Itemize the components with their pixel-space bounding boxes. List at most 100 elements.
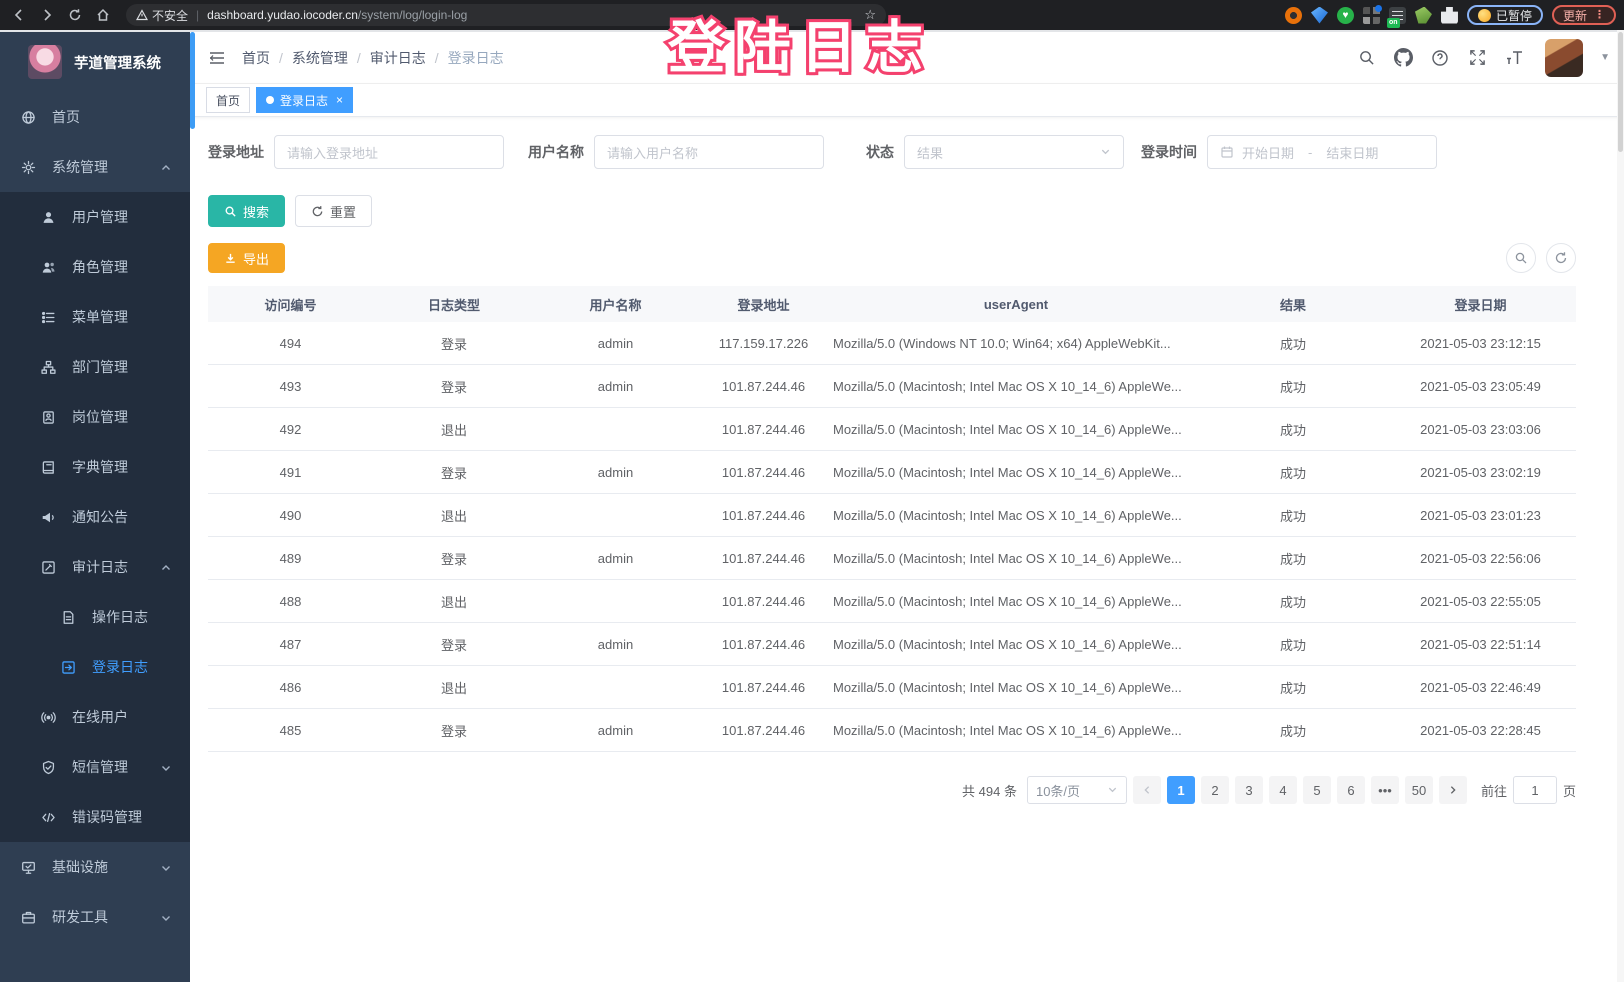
- table-cell: 101.87.244.46: [721, 679, 806, 695]
- table-cell: Mozilla/5.0 (Macintosh; Intel Mac OS X 1…: [833, 593, 1182, 609]
- more-pages-button[interactable]: •••: [1370, 776, 1399, 804]
- sidebar-item-11[interactable]: 登录日志: [0, 642, 190, 692]
- hamburger-icon[interactable]: [206, 47, 228, 69]
- page-button-6[interactable]: 6: [1336, 776, 1365, 804]
- breadcrumb-audit-log[interactable]: 审计日志: [369, 49, 426, 66]
- toggle-search-button[interactable]: [1506, 243, 1536, 273]
- sidebar-item-1[interactable]: 系统管理: [0, 142, 190, 192]
- sidebar-item-8[interactable]: 通知公告: [0, 492, 190, 542]
- breadcrumb-separator: /: [356, 49, 361, 66]
- page-content: 登录地址 请输入登录地址 用户名称 请输入用户名称 状态 结果: [190, 117, 1624, 982]
- table-cell: 2021-05-03 23:02:19: [1420, 464, 1541, 480]
- sidebar-item-3[interactable]: 角色管理: [0, 242, 190, 292]
- sidebar-item-label: 操作日志: [92, 609, 148, 625]
- extension-orange-icon[interactable]: [1284, 6, 1302, 24]
- sidebar-item-6[interactable]: 岗位管理: [0, 392, 190, 442]
- sidebar-item-16[interactable]: 研发工具: [0, 892, 190, 942]
- table-cell: admin: [597, 550, 634, 566]
- page-button-50[interactable]: 50: [1404, 776, 1433, 804]
- breadcrumb-system[interactable]: 系统管理: [291, 49, 348, 66]
- extensions-puzzle-icon[interactable]: [1440, 6, 1458, 24]
- sidebar-item-7[interactable]: 字典管理: [0, 442, 190, 492]
- table-toolbar: 导出: [208, 243, 1576, 273]
- caret-down-icon[interactable]: ▼: [1600, 52, 1610, 63]
- tag-close-icon[interactable]: ×: [336, 93, 344, 107]
- page-scrollbar[interactable]: [1617, 30, 1624, 982]
- table-header-cell: 日志类型: [427, 297, 480, 313]
- login-address-input[interactable]: 请输入登录地址: [274, 135, 504, 169]
- sidebar-item-4[interactable]: 菜单管理: [0, 292, 190, 342]
- table-cell: Mozilla/5.0 (Macintosh; Intel Mac OS X 1…: [833, 464, 1182, 480]
- search-icon[interactable]: [1356, 48, 1376, 68]
- sidebar-item-2[interactable]: 用户管理: [0, 192, 190, 242]
- table-cell: 101.87.244.46: [721, 421, 806, 437]
- fullscreen-icon[interactable]: [1467, 48, 1487, 68]
- sidebar-item-12[interactable]: 在线用户: [0, 692, 190, 742]
- page-scrollbar-thumb[interactable]: [1618, 32, 1623, 152]
- page-button-4[interactable]: 4: [1268, 776, 1297, 804]
- extension-list-icon[interactable]: on: [1386, 6, 1406, 28]
- sidebar-item-5[interactable]: 部门管理: [0, 342, 190, 392]
- sidebar-item-label: 部门管理: [72, 359, 128, 375]
- sidebar-item-10[interactable]: 操作日志: [0, 592, 190, 642]
- username-input[interactable]: 请输入用户名称: [594, 135, 824, 169]
- sidebar-item-13[interactable]: 短信管理: [0, 742, 190, 792]
- table-header-cell: 登录日期: [1454, 297, 1507, 313]
- status-select[interactable]: 结果: [904, 135, 1124, 169]
- profile-paused-pill[interactable]: 已暂停: [1466, 5, 1543, 25]
- goto-page-input[interactable]: [1512, 776, 1557, 804]
- tag-login-log[interactable]: 登录日志 ×: [256, 87, 354, 113]
- sidebar-item-0[interactable]: 首页: [0, 92, 190, 142]
- sidebar-item-9[interactable]: 审计日志: [0, 542, 190, 592]
- download-icon: [226, 253, 235, 263]
- help-icon[interactable]: [1430, 48, 1450, 68]
- sidebar-item-15[interactable]: 基础设施: [0, 842, 190, 892]
- sidebar-logo[interactable]: 芋道管理系统: [0, 32, 190, 92]
- page-size-select[interactable]: 10条/页: [1026, 776, 1127, 804]
- github-icon[interactable]: [1393, 48, 1413, 68]
- table-cell: 2021-05-03 23:03:06: [1420, 421, 1541, 437]
- page-button-2[interactable]: 2: [1200, 776, 1229, 804]
- user-icon: [41, 210, 56, 225]
- sidebar-item-label: 首页: [52, 109, 80, 125]
- table-cell: Mozilla/5.0 (Macintosh; Intel Mac OS X 1…: [833, 507, 1182, 523]
- page-button-1[interactable]: 1: [1166, 776, 1195, 804]
- breadcrumb-home[interactable]: 首页: [242, 49, 270, 66]
- search-icon: [225, 206, 236, 217]
- home-icon[interactable]: [92, 4, 114, 26]
- reload-icon[interactable]: [64, 4, 86, 26]
- start-date-placeholder[interactable]: 开始日期: [1242, 145, 1295, 161]
- extension-grid-icon[interactable]: [1362, 4, 1382, 24]
- sidebar-scrollbar-thumb[interactable]: [190, 32, 195, 129]
- page-button-5[interactable]: 5: [1302, 776, 1331, 804]
- back-icon[interactable]: [8, 4, 30, 26]
- kebab-menu-icon[interactable]: ⋮: [1594, 9, 1605, 21]
- prev-page-button[interactable]: [1132, 776, 1161, 804]
- security-warning[interactable]: 不安全: [136, 7, 188, 24]
- update-button[interactable]: 更新 ⋮: [1551, 5, 1616, 25]
- refresh-table-button[interactable]: [1546, 243, 1576, 273]
- search-button[interactable]: 搜索: [208, 195, 286, 227]
- page-button-3[interactable]: 3: [1234, 776, 1263, 804]
- user-avatar[interactable]: [1545, 38, 1584, 77]
- table-cell: 成功: [1279, 637, 1306, 653]
- end-date-placeholder[interactable]: 结束日期: [1326, 145, 1379, 161]
- filter-username: 用户名称 请输入用户名称: [528, 135, 824, 169]
- extensions-area: ♥ on 已暂停 更新 ⋮: [1284, 4, 1616, 28]
- export-button[interactable]: 导出: [208, 243, 286, 273]
- reset-button[interactable]: 重置: [295, 195, 373, 227]
- table-row: 493 登录 admin 101.87.244.46 Mozilla/5.0 (Maci…: [208, 365, 1576, 408]
- tag-home[interactable]: 首页: [206, 87, 251, 113]
- date-range-picker[interactable]: 开始日期 - 结束日期: [1207, 135, 1437, 169]
- table-cell: 登录: [440, 551, 467, 567]
- table-cell: Mozilla/5.0 (Macintosh; Intel Mac OS X 1…: [833, 550, 1182, 566]
- extension-sprout-icon[interactable]: [1414, 6, 1432, 24]
- bookmark-star-icon[interactable]: ☆: [864, 7, 876, 22]
- extension-gem-icon[interactable]: [1310, 6, 1328, 24]
- sidebar-item-14[interactable]: 错误码管理: [0, 792, 190, 842]
- extension-heart-icon[interactable]: ♥: [1336, 6, 1354, 24]
- address-bar[interactable]: 不安全 | dashboard.yudao.iocoder.cn/system/…: [126, 4, 886, 26]
- forward-icon[interactable]: [36, 4, 58, 26]
- font-size-icon[interactable]: [1504, 48, 1524, 68]
- next-page-button[interactable]: [1438, 776, 1467, 804]
